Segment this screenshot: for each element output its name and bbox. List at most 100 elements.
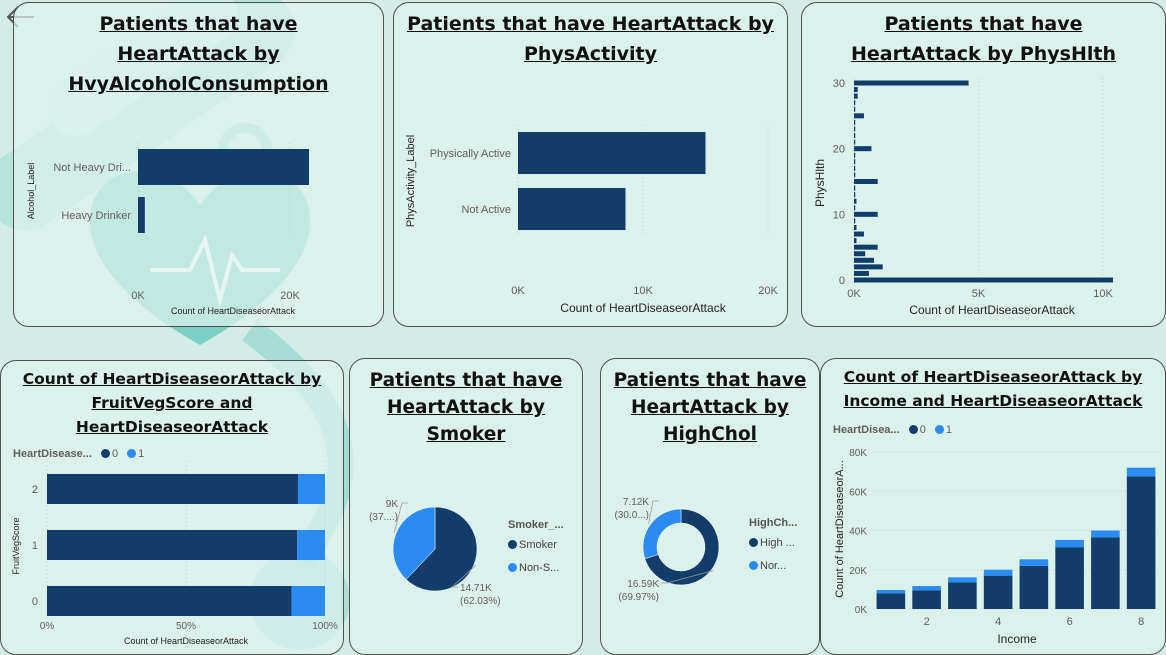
column-segment <box>1019 559 1049 566</box>
smoker-pie-chart: 14.71K (62.03%) 9K (37....) <box>369 499 501 607</box>
legend-swatch-1 <box>127 449 137 458</box>
phys-activity-bar-chart: 0K 10K 20K Physically Active Not Active Count… <box>405 125 778 315</box>
chart-title: Patients that have HeartAttack by PhysHl… <box>850 13 1117 65</box>
legend-swatch <box>749 538 758 547</box>
bar <box>854 159 856 165</box>
x-tick-label: 20K <box>758 285 778 297</box>
x-tick-label: 20K <box>280 290 300 302</box>
x-axis-title: Count of HeartDiseaseorAttack <box>124 636 249 646</box>
chart-title: Patients that have HeartAttack by HighCh… <box>613 370 807 445</box>
column-segment <box>912 586 941 591</box>
x-tick-label: 8 <box>1138 616 1144 628</box>
bar <box>138 197 145 233</box>
x-axis-title: Count of HeartDiseaseorAttack <box>909 303 1075 317</box>
card-smoker: Patients that have HeartAttack by Smoker… <box>349 358 583 655</box>
card-highchol: Patients that have HeartAttack by HighCh… <box>600 358 820 655</box>
bar <box>854 192 856 198</box>
legend-swatch-0 <box>100 449 110 458</box>
bar <box>854 277 1114 283</box>
leader-line <box>648 500 659 524</box>
x-tick-label: 2 <box>924 616 930 628</box>
chart-title: Count of HeartDiseaseorAttack by Income … <box>843 368 1143 410</box>
bar <box>854 270 869 276</box>
legend-label-0: 0 <box>919 424 926 436</box>
x-tick-label: 6 <box>1067 616 1073 628</box>
y-tick-label: 0 <box>839 275 845 287</box>
legend-label: High ... <box>760 537 795 549</box>
legend-item-non-smoker: Non-S... <box>508 562 564 574</box>
card-phys-activity: Patients that have HeartAttack by PhysAc… <box>393 2 788 327</box>
data-label-value: 9K <box>386 499 399 510</box>
bar <box>854 198 857 204</box>
smoker-legend: Smoker_... Smoker Non-S... <box>508 519 564 585</box>
y-axis-title: PhysHlth <box>813 159 827 207</box>
bar-segment <box>47 530 298 560</box>
legend-title: Smoker_... <box>508 519 564 531</box>
bar <box>854 106 856 112</box>
y-category-label: Physically Active <box>430 148 511 160</box>
column-segment <box>1126 467 1156 477</box>
y-category-label: 0 <box>32 596 38 608</box>
y-category-label: 2 <box>32 484 38 496</box>
bar <box>854 93 858 99</box>
y-category-label: Not Active <box>461 204 511 216</box>
legend-item-high: High ... <box>749 537 797 549</box>
data-label-value: 7.12K <box>623 497 649 508</box>
y-category-label: 1 <box>32 540 38 552</box>
column-segment <box>1019 565 1049 609</box>
column-segment <box>1055 547 1084 609</box>
x-tick-label: 0% <box>40 621 55 632</box>
bar <box>854 165 856 171</box>
bar <box>854 218 856 224</box>
column-segment <box>983 575 1013 609</box>
bar-segment <box>298 474 325 504</box>
y-tick-label: 0K <box>855 605 868 616</box>
bar <box>854 211 878 217</box>
legend-label-1: 1 <box>138 448 145 460</box>
legend-swatch-0 <box>908 425 918 434</box>
chart-title: Patients that have HeartAttack by Smoker <box>369 370 563 445</box>
data-label-value: 14.71K <box>460 583 492 594</box>
bar <box>854 251 866 257</box>
y-axis-title: FruitVegScore <box>11 517 21 574</box>
bar <box>854 126 856 132</box>
bar <box>854 152 856 158</box>
x-axis-title: Income <box>997 632 1037 646</box>
bar <box>518 188 626 230</box>
bar <box>854 244 878 250</box>
pie-slice <box>392 506 436 580</box>
y-axis-title: PhysActivity_Label <box>405 135 417 227</box>
column-segment <box>948 582 977 609</box>
y-tick-label: 40K <box>849 527 867 538</box>
bar-segment <box>47 474 299 504</box>
income-legend: HeartDisea... 0 1 <box>833 424 952 436</box>
bar <box>854 238 857 244</box>
fruitveg-stacked-bar-chart: 0% 50% 100% 2 1 0 Count of HeartDiseaseorAttac… <box>11 461 338 646</box>
card-income: Count of HeartDiseaseorAttack by Income … <box>820 358 1166 655</box>
y-tick-label: 10 <box>833 209 845 221</box>
x-tick-label: 10K <box>633 285 653 297</box>
legend-label: Smoker <box>519 539 557 551</box>
x-tick-label: 10K <box>1093 288 1113 300</box>
bar <box>138 149 309 185</box>
y-tick-label: 20 <box>833 144 845 156</box>
bar <box>854 185 856 191</box>
bar <box>854 257 874 263</box>
x-tick-label: 0K <box>511 285 525 297</box>
y-tick-label: 30 <box>833 78 845 90</box>
card-phys-hlth: Patients that have HeartAttack by PhysHl… <box>801 2 1166 327</box>
fruitveg-legend: HeartDisease... 0 1 <box>13 448 144 460</box>
legend-label: Non-S... <box>519 562 560 574</box>
column-segment <box>876 589 906 594</box>
data-label-percent: (62.03%) <box>460 596 501 607</box>
data-label-percent: (30.0...) <box>615 510 649 521</box>
bar <box>854 205 856 211</box>
legend-item-smoker: Smoker <box>508 539 564 551</box>
column-segment <box>983 569 1013 576</box>
card-alcohol: Patients that have HeartAttack by HvyAlc… <box>13 2 384 327</box>
pie-slice <box>642 508 682 560</box>
legend-label-0: 0 <box>111 448 119 460</box>
y-tick-label: 80K <box>849 448 867 459</box>
bar <box>854 87 858 93</box>
pie-slice <box>644 508 720 586</box>
